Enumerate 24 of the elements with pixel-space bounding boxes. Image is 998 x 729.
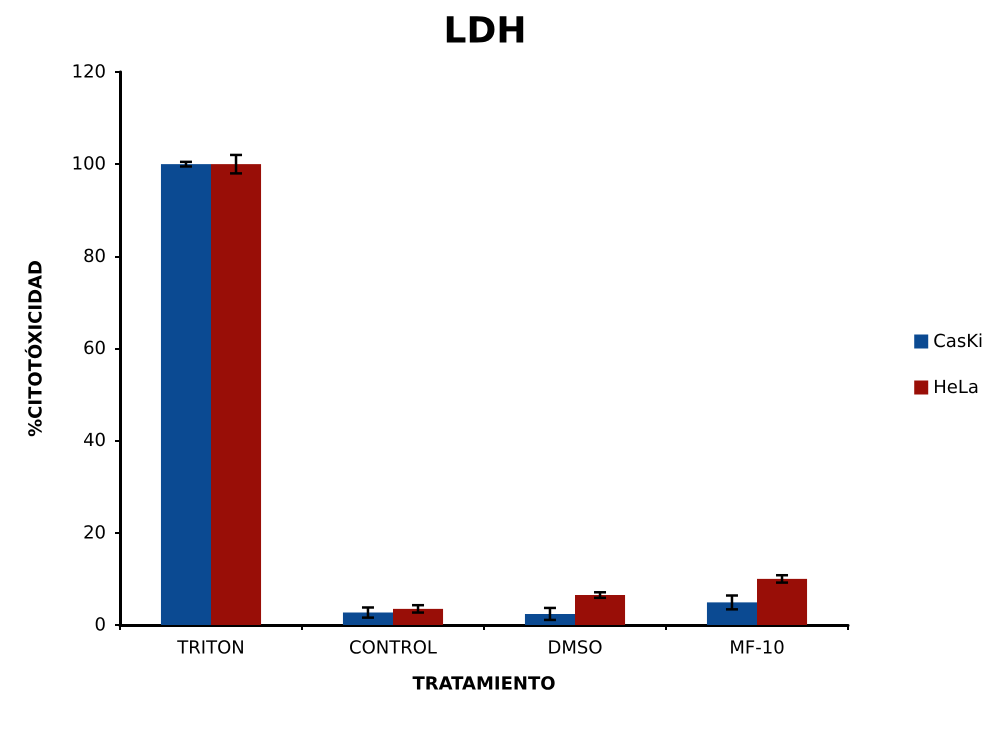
x-tick-label: DMSO [548,638,602,658]
y-axis-title: %CITOTÓXICIDAD [24,260,46,437]
legend-label: CasKi [933,331,983,352]
x-tick-label: TRITON [176,638,245,658]
y-tick-label: 100 [72,154,106,175]
bar [524,614,575,625]
bar [342,612,393,625]
y-tick-label: 40 [83,430,106,452]
y-tick-label: 0 [94,614,106,636]
bar [393,608,444,625]
y-tick-label: 120 [72,62,106,82]
bar [706,602,757,625]
x-tick-label: CONTROL [349,638,437,658]
y-tick-label: 60 [83,338,106,359]
y-tick-label: 20 [83,522,106,544]
legend-label: HeLa [933,377,979,398]
bar [757,578,808,625]
bar [211,164,262,625]
chart-title: LDH [444,10,526,52]
x-axis-title: TRATAMIENTO [412,674,556,694]
bar [160,164,211,625]
x-tick-label: MF-10 [729,638,785,658]
y-tick-label: 80 [83,246,106,267]
bar [575,595,626,625]
